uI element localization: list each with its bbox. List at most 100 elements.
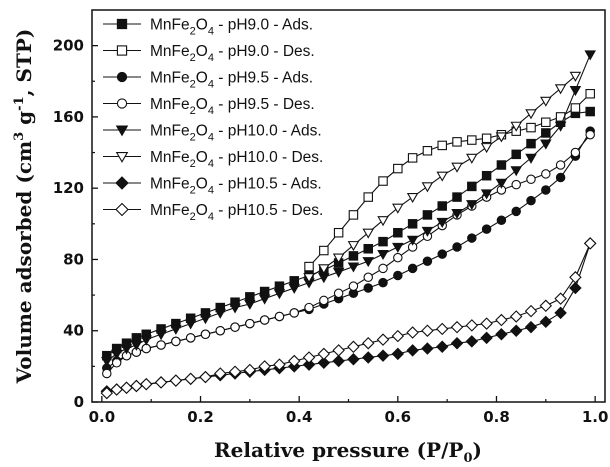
legend-label: MnFe2O4 - pH10.5 - Ads. xyxy=(150,176,322,197)
data-point xyxy=(378,277,388,288)
data-point xyxy=(258,294,271,305)
data-point xyxy=(332,354,345,368)
data-point xyxy=(541,169,551,179)
data-point xyxy=(525,153,537,164)
data-point xyxy=(361,336,375,350)
data-point xyxy=(319,245,329,256)
data-point xyxy=(154,376,168,389)
data-point xyxy=(569,281,582,295)
legend-label: MnFe2O4 - pH9.0 - Des. xyxy=(150,43,315,64)
data-point xyxy=(526,195,536,206)
x-tick-label: 1.0 xyxy=(582,408,609,426)
data-point xyxy=(510,121,522,132)
data-point xyxy=(169,374,183,387)
data-point xyxy=(406,235,419,246)
data-point xyxy=(407,219,418,229)
data-point xyxy=(569,71,582,82)
data-point xyxy=(302,351,316,364)
data-point xyxy=(347,340,360,354)
data-point xyxy=(467,135,477,145)
legend-marker xyxy=(115,152,129,163)
data-point xyxy=(215,325,226,336)
data-point xyxy=(541,185,551,195)
data-point xyxy=(540,96,552,107)
data-point xyxy=(288,354,301,368)
data-point xyxy=(273,289,286,300)
legend-marker xyxy=(116,45,128,56)
data-point xyxy=(347,262,360,273)
data-point xyxy=(526,122,536,133)
data-point xyxy=(569,86,582,97)
data-point xyxy=(184,319,197,330)
series-2 xyxy=(304,88,595,272)
data-point xyxy=(421,182,434,193)
data-point xyxy=(421,324,434,337)
data-point xyxy=(467,181,477,192)
x-tick-label: 0.2 xyxy=(187,408,214,426)
data-point xyxy=(481,224,492,234)
data-point xyxy=(362,257,375,268)
data-point xyxy=(141,343,152,354)
data-point xyxy=(302,358,316,371)
data-point xyxy=(332,344,345,357)
data-point xyxy=(555,160,566,170)
data-point xyxy=(496,160,507,170)
data-point xyxy=(554,292,567,305)
y-axis-title-end: , STP) xyxy=(12,29,36,97)
data-point xyxy=(509,310,523,323)
data-point xyxy=(569,271,582,284)
data-point xyxy=(140,335,153,346)
data-point xyxy=(467,233,477,243)
y-tick-label: 0 xyxy=(74,393,84,411)
data-point xyxy=(258,360,271,373)
data-point xyxy=(332,267,345,278)
legend-label: MnFe2O4 - pH10.0 - Des. xyxy=(150,149,323,170)
data-point xyxy=(511,206,521,217)
axis-ticks: 0.0 0.2 0.4 0.6 0.8 1.0 0 40 80 120 160 200 xyxy=(53,37,609,426)
data-point xyxy=(452,242,462,252)
series-1 xyxy=(102,106,595,361)
legend-item: MnFe2O4 - pH9.5 - Des. xyxy=(103,96,315,117)
data-point xyxy=(317,347,331,361)
data-point xyxy=(526,138,536,149)
data-point xyxy=(363,192,373,202)
legend-marker xyxy=(115,202,129,217)
data-point xyxy=(362,228,375,239)
data-point xyxy=(435,322,449,336)
data-point xyxy=(450,336,464,350)
data-point xyxy=(155,330,167,341)
data-point xyxy=(451,162,463,173)
data-point xyxy=(130,340,143,351)
x-axis-title-sub: 0 xyxy=(463,451,472,466)
data-point xyxy=(555,172,566,183)
series-8 xyxy=(100,237,597,400)
legend-item: MnFe2O4 - pH9.5 - Ads. xyxy=(103,70,313,91)
data-point xyxy=(392,242,404,253)
data-point xyxy=(363,244,373,254)
data-point xyxy=(230,322,240,332)
data-point xyxy=(495,132,508,143)
data-point xyxy=(228,365,242,378)
data-point xyxy=(465,335,479,348)
y-tick-label: 160 xyxy=(53,108,84,126)
data-point xyxy=(436,217,449,228)
x-axis-title-main: Relative pressure (P/P xyxy=(214,438,463,462)
data-point xyxy=(391,329,405,343)
data-point xyxy=(392,203,404,214)
data-point xyxy=(509,324,523,337)
data-point xyxy=(422,256,433,266)
data-point xyxy=(171,336,181,347)
legend-marker xyxy=(116,18,128,30)
data-point xyxy=(481,133,492,144)
data-point xyxy=(540,139,552,150)
data-point xyxy=(378,176,388,186)
data-point xyxy=(289,308,299,318)
y-axis-title-main: Volume adsorbed (cm xyxy=(12,141,36,385)
y-tick-label: 200 xyxy=(53,37,84,55)
data-point xyxy=(495,178,508,189)
data-point xyxy=(304,302,314,313)
data-point xyxy=(274,281,285,291)
data-point xyxy=(422,146,433,156)
data-point xyxy=(110,349,123,360)
data-point xyxy=(421,342,434,355)
